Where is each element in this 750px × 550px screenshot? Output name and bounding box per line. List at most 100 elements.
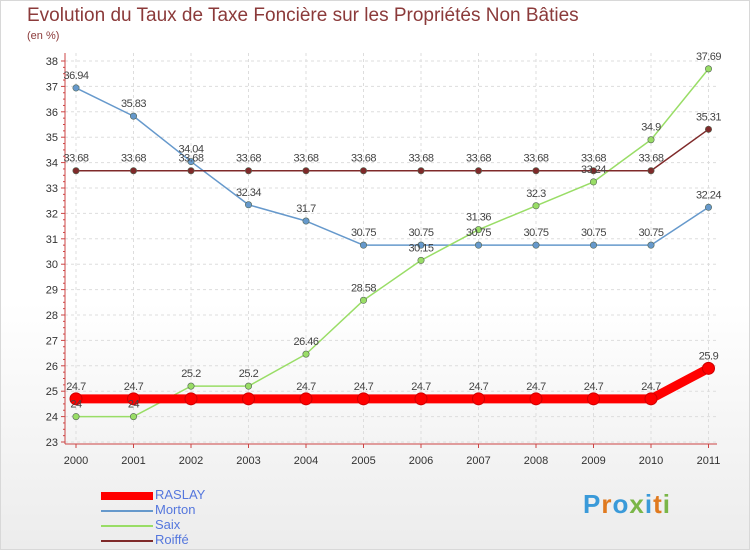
x-tick-label: 2007	[466, 455, 490, 467]
legend-swatch-morton	[101, 510, 153, 512]
legend-label-raslay: RASLAY	[155, 487, 206, 502]
data-label-saix: 31.36	[466, 212, 491, 224]
x-tick-label: 2002	[179, 455, 203, 467]
logo-letter: i	[644, 489, 654, 519]
data-point-roiff-	[72, 167, 80, 175]
data-point-roiff-	[245, 167, 253, 175]
data-label-saix: 26.46	[293, 336, 318, 348]
data-point-roiff-	[647, 167, 655, 175]
data-label-roiff-: 33.68	[178, 153, 203, 165]
data-label-raslay: 24.7	[584, 381, 604, 393]
logo-letter: o	[612, 489, 630, 519]
series-layer	[69, 65, 715, 421]
data-label-saix: 25.2	[239, 368, 259, 380]
data-label-roiff-: 33.68	[293, 153, 318, 165]
logo-letter: i	[662, 489, 671, 519]
data-label-morton: 30.75	[408, 227, 433, 239]
data-point-saix	[72, 413, 80, 421]
data-label-saix: 33.24	[581, 164, 606, 176]
data-point-roiff-	[474, 167, 482, 175]
series-line-roiff-	[75, 128, 710, 172]
logo-letter: P	[583, 489, 602, 519]
data-point-saix	[647, 136, 655, 144]
data-point-roiff-	[359, 167, 367, 175]
data-label-roiff-: 33.68	[63, 153, 88, 165]
y-tick-label: 27	[46, 335, 58, 347]
y-tick-label: 32	[46, 208, 58, 220]
data-label-raslay: 25.9	[699, 350, 719, 362]
data-point-saix	[532, 202, 540, 210]
data-point-morton	[417, 241, 425, 249]
y-tick-label: 31	[46, 234, 58, 246]
data-point-raslay	[299, 392, 313, 406]
data-point-roiff-	[532, 167, 540, 175]
data-label-morton: 30.75	[466, 227, 491, 239]
logo-letter: x	[629, 489, 645, 519]
x-tick-label: 2000	[64, 455, 88, 467]
series-line-saix	[75, 68, 710, 418]
data-point-morton	[302, 217, 310, 225]
y-tick-label: 29	[46, 285, 58, 297]
y-tick-label: 34	[46, 158, 58, 170]
data-label-saix: 30.15	[408, 242, 433, 254]
legend-label-saix: Saix	[155, 517, 181, 532]
data-label-roiff-: 33.68	[638, 153, 663, 165]
data-point-roiff-	[302, 167, 310, 175]
data-label-raslay: 24.7	[124, 381, 144, 393]
x-tick-label: 2003	[236, 455, 260, 467]
y-tick-label: 36	[46, 107, 58, 119]
data-label-morton: 32.24	[696, 189, 721, 201]
labels-layer: 36.94 35.83 34.04 32.34 31.7 30.75 30.75 30.75 3…	[63, 51, 721, 411]
data-point-raslay	[184, 392, 198, 406]
x-tick-label: 2010	[639, 455, 663, 467]
series-line-raslay	[71, 363, 713, 404]
series-line-morton	[75, 87, 710, 246]
data-label-morton: 32.34	[236, 187, 261, 199]
data-label-saix: 24	[70, 399, 82, 411]
data-label-raslay: 24.7	[469, 381, 489, 393]
data-label-roiff-: 33.68	[408, 153, 433, 165]
data-point-roiff-	[589, 167, 597, 175]
data-label-raslay: 24.7	[66, 381, 86, 393]
proxiti-logo: Proxiti	[583, 489, 671, 520]
data-label-raslay: 24.7	[641, 381, 661, 393]
data-label-saix: 32.3	[526, 188, 546, 200]
data-label-morton: 34.04	[178, 144, 203, 156]
data-point-raslay	[357, 392, 370, 406]
data-point-raslay	[242, 392, 255, 406]
data-label-raslay: 24.7	[354, 381, 374, 393]
y-tick-label: 25	[46, 386, 58, 398]
data-label-roiff-: 33.68	[466, 153, 491, 165]
data-point-morton	[647, 241, 655, 249]
data-label-roiff-: 33.68	[351, 153, 376, 165]
data-point-saix	[359, 296, 367, 304]
data-point-roiff-	[704, 125, 712, 133]
x-tick-label: 2008	[524, 455, 548, 467]
data-point-roiff-	[187, 167, 195, 175]
y-tick-label: 35	[46, 132, 58, 144]
axes: 23 24 25 26 27 28 29 30 31 32 33 34 35 36 37 38 2000 2001…	[46, 53, 720, 467]
data-label-roiff-: 33.68	[121, 153, 146, 165]
data-point-raslay	[644, 392, 658, 406]
chart-subtitle: (en %)	[27, 30, 60, 42]
data-label-saix: 28.58	[351, 282, 376, 294]
y-tick-label: 28	[46, 310, 58, 322]
data-label-raslay: 24.7	[526, 381, 546, 393]
data-label-raslay: 24.7	[296, 381, 316, 393]
data-point-morton	[130, 112, 138, 120]
x-tick-label: 2009	[581, 455, 605, 467]
legend-label-roiffe: Roiffé	[155, 532, 189, 547]
legend-swatch-saix	[101, 525, 153, 527]
data-point-saix	[130, 413, 138, 421]
data-label-morton: 30.75	[523, 227, 548, 239]
data-label-roiff-: 33.68	[523, 153, 548, 165]
data-point-roiff-	[130, 167, 138, 175]
logo-letter: t	[653, 489, 663, 519]
data-point-raslay	[69, 392, 83, 406]
data-label-roiff-: 33.68	[581, 153, 606, 165]
y-tick-label: 38	[46, 56, 58, 68]
data-label-morton: 35.83	[121, 98, 146, 110]
y-tick-label: 37	[46, 81, 58, 93]
data-point-morton	[359, 241, 367, 249]
